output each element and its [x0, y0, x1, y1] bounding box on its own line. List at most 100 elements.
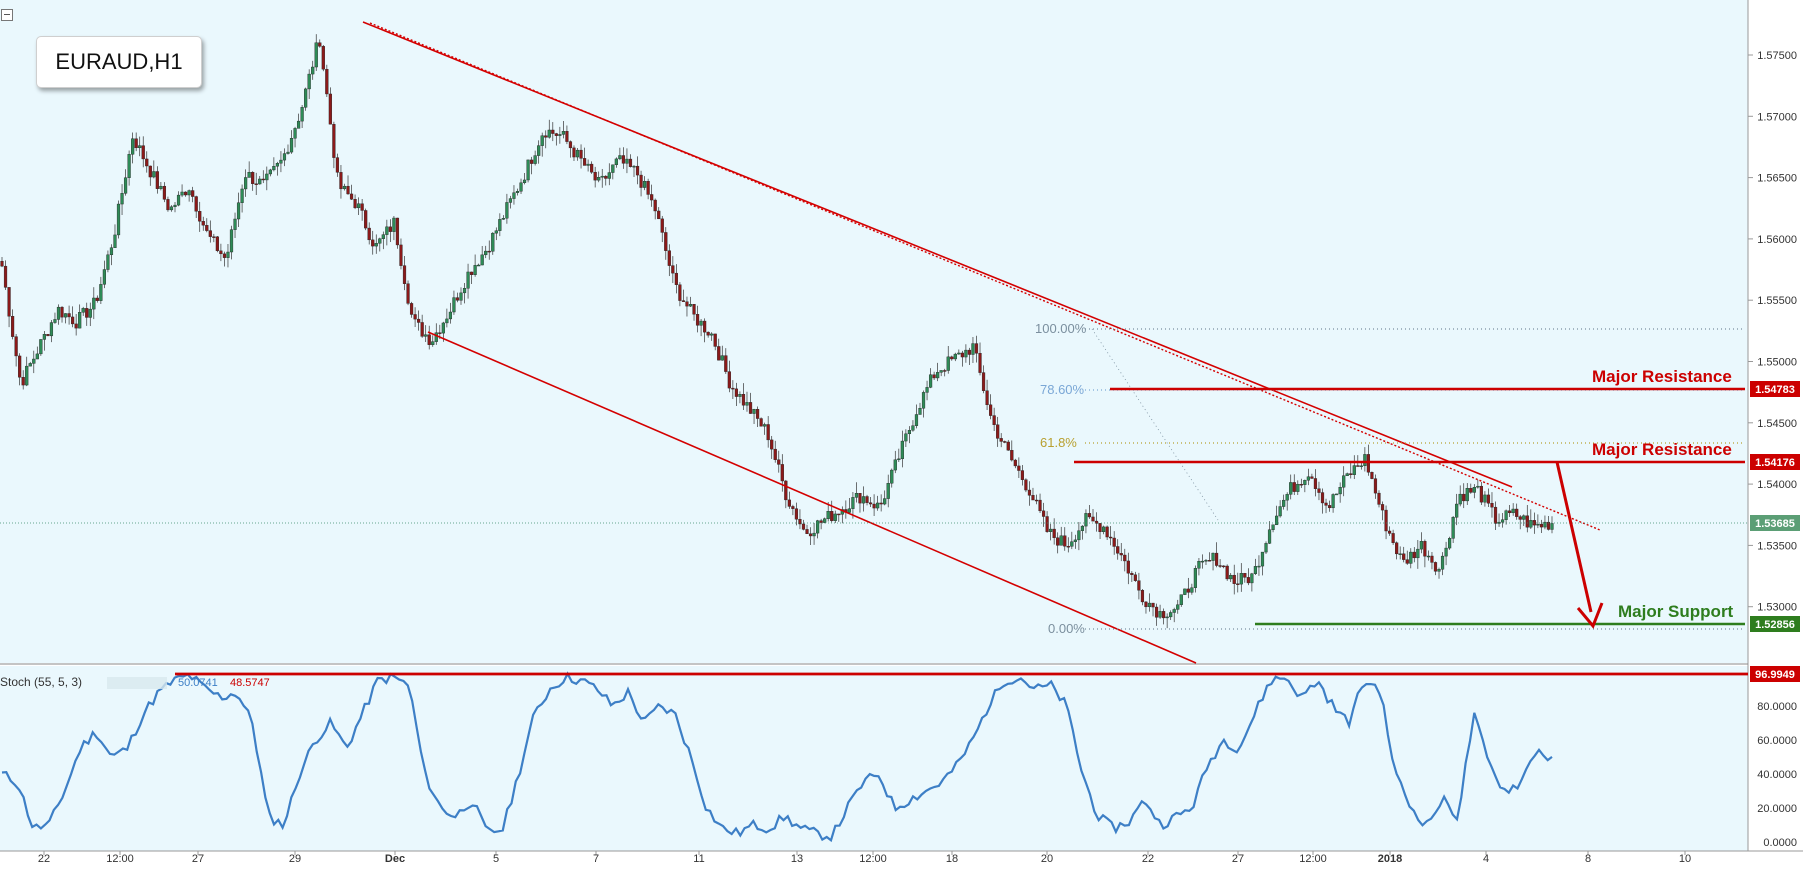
price-tick-label: 1.53000 [1757, 602, 1797, 614]
candle-body [145, 158, 149, 167]
candle-body [950, 356, 954, 360]
candle-body [639, 174, 643, 188]
candle-body [805, 529, 809, 534]
candle-body [378, 238, 382, 244]
candle-body [402, 265, 407, 284]
candle-body [1024, 479, 1028, 491]
candle-body [438, 332, 442, 334]
price-tick-label: 1.55000 [1757, 357, 1797, 369]
candle-body [946, 356, 950, 371]
candle-body [113, 234, 117, 248]
candle-body [890, 469, 894, 484]
candle-body [46, 334, 50, 337]
price-axis-area[interactable] [1748, 0, 1803, 851]
candle-body [116, 203, 121, 236]
candle-body [1271, 524, 1275, 530]
candle-body [452, 297, 456, 313]
candle-body [625, 158, 629, 164]
candle-body [240, 188, 244, 203]
candle-body [611, 164, 615, 173]
candle-body [1508, 510, 1512, 514]
candle-body [900, 440, 904, 460]
candle-body [667, 250, 671, 266]
main-plot-area[interactable] [0, 0, 1748, 663]
candle-body [152, 171, 156, 178]
candle-body [1130, 573, 1134, 575]
candle-body [897, 458, 901, 461]
symbol-label: EURAUD,H1 [36, 36, 202, 88]
candle-body [1486, 494, 1491, 504]
candle-body [1546, 521, 1551, 530]
candle-body [328, 93, 332, 125]
candle-body [632, 165, 636, 168]
candle-body [14, 336, 18, 357]
candle-body [1080, 525, 1085, 531]
collapse-icon[interactable] [1, 9, 13, 21]
candle-body [734, 388, 738, 397]
time-tick-label: 11 [693, 853, 704, 865]
candle-body [109, 247, 114, 256]
candle-body [67, 313, 71, 318]
candle-body [409, 303, 414, 315]
time-axis-area[interactable] [0, 851, 1803, 866]
stoch-indicator-title: Stoch (55, 5, 3) [0, 675, 82, 689]
candle-body [678, 284, 682, 301]
candle-body [169, 206, 174, 211]
candle-body [787, 499, 791, 507]
candle-body [304, 88, 308, 108]
candle-body [791, 506, 795, 509]
stoch-tick-label: 20.0000 [1757, 803, 1797, 815]
candle-body [1518, 516, 1522, 520]
candle-body [537, 145, 541, 156]
candle-body [1176, 604, 1180, 610]
candle-body [664, 232, 668, 251]
candle-body [816, 520, 820, 534]
candle-body [180, 191, 184, 196]
candle-body [685, 301, 689, 307]
price-tick-label: 1.55500 [1757, 295, 1797, 307]
candle-body [989, 404, 993, 416]
candle-body [872, 503, 876, 509]
candle-body [879, 502, 883, 505]
candle-body [819, 520, 823, 523]
candle-body [1285, 494, 1289, 501]
resistance-label: Major Resistance [1592, 440, 1732, 459]
candle-body [1027, 489, 1032, 496]
candle-body [1483, 494, 1487, 503]
price-tick-label: 1.56500 [1757, 173, 1797, 185]
candle-body [1476, 485, 1480, 488]
candle-body [851, 497, 855, 509]
candle-body [88, 308, 92, 318]
current-price-tag: 1.53685 [1755, 518, 1795, 530]
candle-body [1359, 465, 1363, 467]
candle-body [720, 355, 724, 361]
candle-body [325, 68, 329, 95]
candle-body [1070, 541, 1074, 547]
candle-body [992, 415, 996, 425]
candle-body [265, 173, 269, 181]
candle-body [1239, 573, 1243, 585]
candle-body [572, 147, 576, 158]
candle-body [431, 341, 435, 345]
candle-body [985, 390, 989, 406]
candle-body [883, 498, 887, 505]
candle-body [554, 133, 558, 136]
candle-body [491, 232, 495, 252]
candle-body [964, 349, 968, 358]
candle-body [205, 225, 209, 231]
candle-body [420, 322, 424, 337]
time-tick-label: 5 [493, 853, 499, 865]
candle-body [798, 518, 802, 525]
stoch-plot-area[interactable] [0, 666, 1748, 851]
candle-body [1306, 476, 1310, 481]
candle-body [741, 394, 746, 406]
candle-body [501, 218, 505, 220]
candle-body [957, 352, 961, 355]
candle-body [1391, 533, 1395, 543]
candle-body [1045, 516, 1049, 532]
candle-body [1140, 590, 1145, 603]
candle-body [455, 297, 460, 301]
time-tick-label: 12:00 [1299, 853, 1327, 865]
